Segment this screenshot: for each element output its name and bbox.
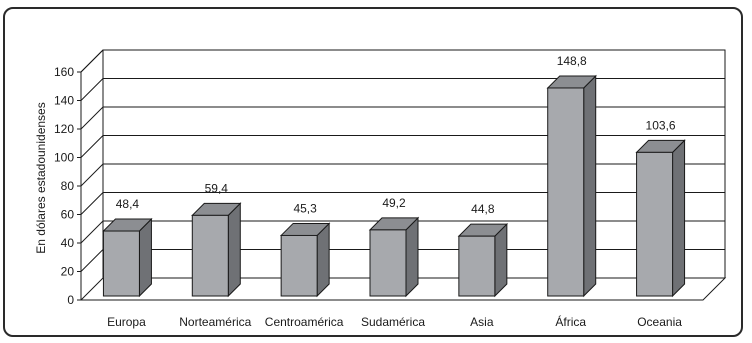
bar-front	[369, 229, 407, 297]
data-label: 45,3	[293, 201, 317, 215]
gridline-side	[80, 49, 104, 73]
data-label: 148,8	[557, 54, 587, 68]
bar-front	[102, 230, 140, 297]
gridline-side	[80, 135, 104, 158]
y-tick-label: 120	[54, 122, 74, 136]
gridline-side	[80, 106, 104, 130]
y-tick-label: 60	[61, 208, 75, 222]
y-tick-label: 0	[67, 293, 74, 307]
gridline-side	[80, 78, 104, 101]
bar	[368, 216, 420, 298]
category-label: Asia	[470, 315, 494, 329]
bar	[191, 202, 242, 298]
bar-front	[547, 87, 585, 297]
bar	[546, 74, 597, 298]
y-tick-label: 40	[61, 236, 75, 250]
category-label: África	[555, 314, 586, 329]
bar-front	[636, 151, 674, 297]
bar-side	[672, 139, 686, 298]
y-tick-label: 20	[61, 265, 75, 279]
bar	[279, 222, 331, 298]
y-axis-title: En dólares estadounidenses	[34, 102, 48, 253]
y-tick-label: 160	[54, 65, 74, 79]
data-label: 49,2	[382, 196, 406, 210]
data-label: 103,6	[646, 118, 676, 132]
gridline-side	[80, 249, 104, 272]
data-label: 48,4	[116, 197, 140, 211]
bar-side	[138, 217, 152, 298]
bar-side	[583, 74, 597, 298]
data-label: 44,8	[471, 202, 495, 216]
labels: 0 20 40 60 80 100 120 140 160 48,4 Europa 59,4 Norte…	[54, 54, 682, 329]
y-tick-label: 140	[54, 94, 74, 108]
gridline-side	[80, 192, 104, 215]
category-label: Centroamérica	[265, 315, 344, 329]
gridline-side	[80, 163, 104, 187]
category-label: Europa	[107, 315, 146, 329]
bar-front	[280, 234, 318, 297]
bar-side	[227, 202, 241, 298]
bar	[635, 139, 686, 298]
axes	[77, 71, 703, 301]
category-label: Oceania	[637, 315, 682, 329]
bars	[102, 74, 686, 298]
category-label: Sudamérica	[361, 315, 425, 329]
bar-front	[458, 235, 496, 297]
bar-front	[191, 214, 229, 297]
y-tick-label: 80	[61, 179, 75, 193]
y-tick-label: 100	[54, 151, 74, 165]
data-label: 59,4	[205, 181, 229, 195]
bar-side	[405, 216, 419, 298]
bar	[102, 217, 153, 298]
bar	[457, 222, 509, 298]
gridline-side	[80, 220, 104, 244]
category-label: Norteamérica	[179, 315, 251, 329]
